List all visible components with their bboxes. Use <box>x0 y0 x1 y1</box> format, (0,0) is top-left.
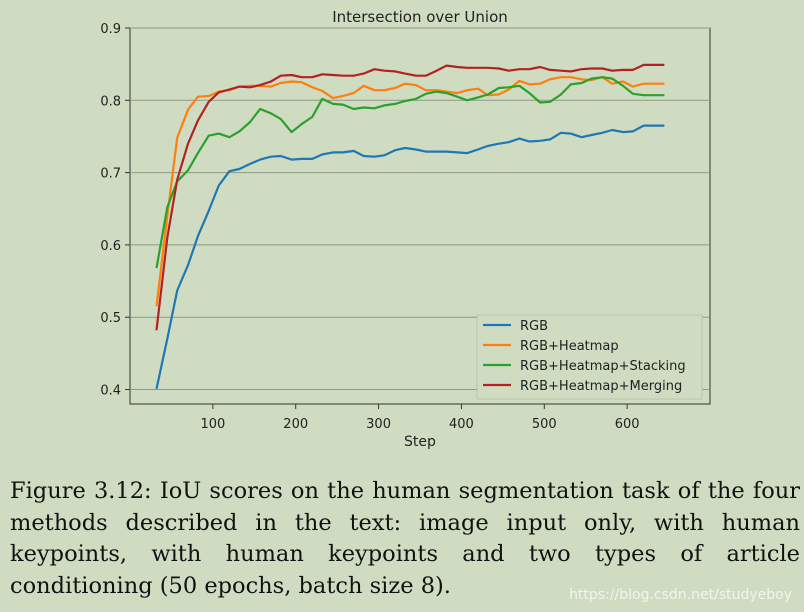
x-tick-label: 400 <box>449 417 474 432</box>
x-tick-label: 500 <box>532 417 557 432</box>
legend-label: RGB+Heatmap+Stacking <box>520 359 686 374</box>
y-tick-label: 0.7 <box>100 167 121 182</box>
legend-label: RGB <box>520 319 548 334</box>
legend-box <box>476 314 703 400</box>
legend: RGB RGB+Heatmap RGB+Heatmap+Stacking RGB+He… <box>476 314 703 400</box>
legend-label: RGB+Heatmap+Merging <box>520 379 682 394</box>
y-tick-label: 0.9 <box>100 22 121 37</box>
iou-line-chart: 0.4 0.5 0.6 0.7 0.8 0.9 100 200 300 400 500 600 Int… <box>100 8 711 450</box>
x-tick-label: 100 <box>200 417 225 432</box>
y-tick-label: 0.5 <box>100 311 121 326</box>
axis-ticks: 0.4 0.5 0.6 0.7 0.8 0.9 100 200 300 400 500 600 <box>100 22 639 432</box>
x-tick-label: 200 <box>283 417 308 432</box>
figure-caption: Figure 3.12: IoU scores on the human seg… <box>10 478 800 599</box>
watermark: https://blog.csdn.net/studyeboy <box>569 587 792 603</box>
y-tick-label: 0.8 <box>100 94 121 109</box>
x-tick-label: 600 <box>615 417 640 432</box>
legend-label: RGB+Heatmap <box>520 339 619 354</box>
series-line-rgb <box>155 124 665 390</box>
chart-title: Intersection over Union <box>332 8 508 26</box>
x-tick-label: 300 <box>366 417 391 432</box>
y-tick-label: 0.4 <box>100 384 121 399</box>
x-axis-label: Step <box>404 434 436 450</box>
series-line-rgb-heatmap-merging <box>155 63 665 331</box>
y-tick-label: 0.6 <box>100 239 121 254</box>
series-line-rgb-heatmap-stacking <box>155 76 665 269</box>
series-lines <box>155 63 665 390</box>
